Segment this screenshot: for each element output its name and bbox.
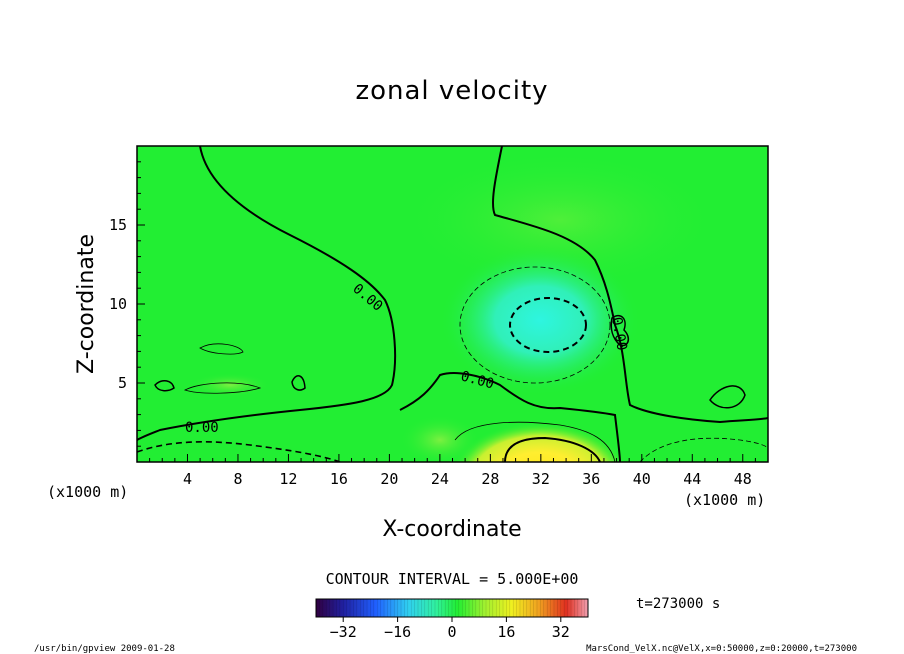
negative-core [440,245,640,395]
colorbar-tick-label: −32 [330,623,357,641]
x-tick-label: 40 [633,470,651,488]
small-contour-4 [291,375,306,391]
upper-shading [400,150,720,290]
velocity-field [137,146,768,462]
x-unit-label: (x1000 m) [684,491,765,509]
y-tick-label: 5 [118,374,127,392]
x-tick-label: 4 [183,470,192,488]
jet-contour-inner [504,436,601,462]
colorbar-tick-label: −16 [384,623,411,641]
surface-contour-right [639,437,768,462]
x-tick-label: 16 [330,470,348,488]
colorbar-tick-label: 16 [497,623,515,641]
surface-contour-left [137,441,341,462]
x-tick-label: 12 [279,470,297,488]
jet-contour-outer [454,421,616,462]
contour-interval-label: CONTOUR INTERVAL = 5.000E+00 [326,570,579,588]
small-positive-mid [400,415,480,462]
core-contour-inner [509,297,587,353]
y-axis-ticks: 5 10 15 [109,161,145,447]
footer-left: /usr/bin/gpview 2009-01-28 [34,644,175,654]
y-axis-title: Z-coordinate [74,234,99,374]
colorbar-tick-label: 32 [552,623,570,641]
small-contour-3 [154,380,175,392]
small-contour-6 [709,385,746,409]
near-surface-negative-right [630,440,768,462]
x-tick-label: 48 [734,470,752,488]
small-contour-2 [183,382,262,394]
x-axis-ticks: 4 8 12 16 20 24 28 32 36 40 44 48 [149,454,756,488]
time-label: t=273000 s [636,596,720,612]
positive-jet [450,400,630,462]
footer-right: MarsCond_VelX.nc@VelX,x=0:50000,z=0:2000… [586,644,857,654]
y-tick-label: 15 [109,216,127,234]
x-tick-label: 24 [431,470,449,488]
colorbar-divisions [319,599,585,617]
x-tick-label: 32 [532,470,550,488]
small-contour-1 [199,343,244,355]
zero-contour-left [137,146,397,441]
x-tick-label: 36 [582,470,600,488]
contour-label-4: 0.00 [608,316,630,352]
near-surface-negative-left [137,435,283,462]
x-tick-label: 44 [683,470,701,488]
colorbar-ticks: −32 −16 0 16 32 [330,617,570,641]
y-tick-label: 10 [109,295,127,313]
y-unit-label: (x1000 m) [47,483,128,501]
x-tick-label: 20 [380,470,398,488]
zero-contour-middle [399,372,621,462]
x-tick-label: 8 [233,470,242,488]
contour-label-2: 0.00 [185,420,219,436]
x-axis-title: X-coordinate [382,517,521,542]
small-contour-5 [610,314,630,347]
zero-contour-right [492,146,768,424]
chart-title: zonal velocity [355,76,549,106]
colorbar-tick-label: 0 [447,623,456,641]
x-tick-label: 28 [481,470,499,488]
small-positive-left [190,373,270,397]
core-contour-outer [459,266,611,384]
